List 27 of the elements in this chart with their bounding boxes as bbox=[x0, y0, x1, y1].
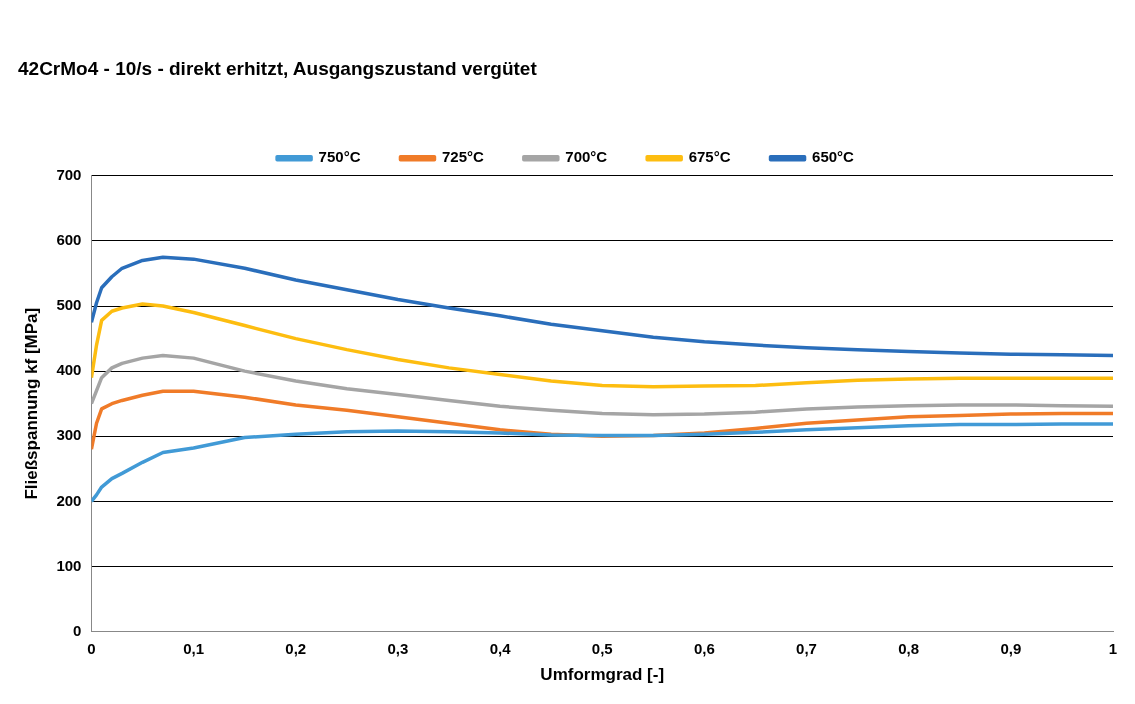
legend-label: 725°C bbox=[441, 148, 484, 166]
y-tick-label: 300 bbox=[56, 426, 82, 444]
y-tick-label: 700 bbox=[56, 165, 82, 183]
x-tick-label: 0,3 bbox=[387, 639, 409, 657]
y-tick-label: 100 bbox=[56, 556, 82, 574]
y-tick-label: 500 bbox=[56, 296, 82, 314]
x-tick-label: 0,5 bbox=[591, 639, 613, 657]
x-tick-label: 0 bbox=[87, 639, 96, 657]
legend-label: 650°C bbox=[812, 148, 855, 166]
x-tick-label: 0,7 bbox=[796, 639, 817, 657]
x-tick-label: 0,9 bbox=[1000, 639, 1022, 657]
x-tick-label: 0,6 bbox=[693, 639, 715, 657]
x-tick-label: 0,1 bbox=[183, 639, 205, 657]
legend-label: 700°C bbox=[565, 148, 608, 166]
x-tick-label: 1 bbox=[1108, 639, 1118, 657]
chart-title: 42CrMo4 - 10/s - direkt erhitzt, Ausgangszustand vergütet bbox=[18, 57, 538, 79]
y-tick-label: 400 bbox=[56, 361, 82, 379]
x-tick-label: 0,2 bbox=[285, 639, 307, 657]
y-tick-label: 600 bbox=[56, 231, 82, 249]
legend-label: 675°C bbox=[688, 148, 731, 166]
x-tick-label: 0,4 bbox=[489, 639, 512, 657]
y-axis-title: Fließspannung kf [MPa] bbox=[21, 307, 41, 500]
x-tick-label: 0,8 bbox=[898, 639, 920, 657]
x-axis-title: Umformgrad [-] bbox=[540, 665, 665, 685]
y-tick-label: 200 bbox=[56, 491, 82, 509]
legend-label: 750°C bbox=[318, 148, 361, 166]
y-tick-label: 0 bbox=[73, 621, 82, 639]
